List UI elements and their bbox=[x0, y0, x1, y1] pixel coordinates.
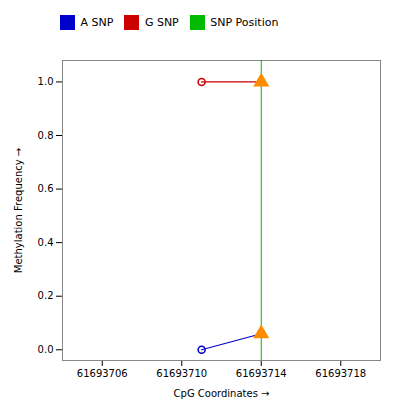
svg-text:0.6: 0.6 bbox=[38, 183, 54, 194]
svg-text:0.2: 0.2 bbox=[38, 290, 54, 301]
svg-text:0.4: 0.4 bbox=[38, 236, 54, 247]
svg-text:61693710: 61693710 bbox=[156, 367, 207, 378]
svg-text:0.0: 0.0 bbox=[38, 343, 54, 354]
html-text:SNP Position: SNP Position bbox=[210, 16, 279, 29]
svg-text:61693706: 61693706 bbox=[77, 367, 128, 378]
svg-text:1.0: 1.0 bbox=[38, 76, 54, 87]
svg-text:0.8: 0.8 bbox=[38, 129, 54, 140]
svg-text:Methylation Frequency →: Methylation Frequency → bbox=[13, 147, 24, 272]
svg-text:61693718: 61693718 bbox=[315, 367, 366, 378]
svg-text:CpG Coordinates →: CpG Coordinates → bbox=[174, 387, 270, 398]
html-text:G SNP: G SNP bbox=[144, 16, 179, 29]
html-text:A SNP: A SNP bbox=[80, 16, 114, 29]
svg-text:61693714: 61693714 bbox=[236, 367, 287, 378]
